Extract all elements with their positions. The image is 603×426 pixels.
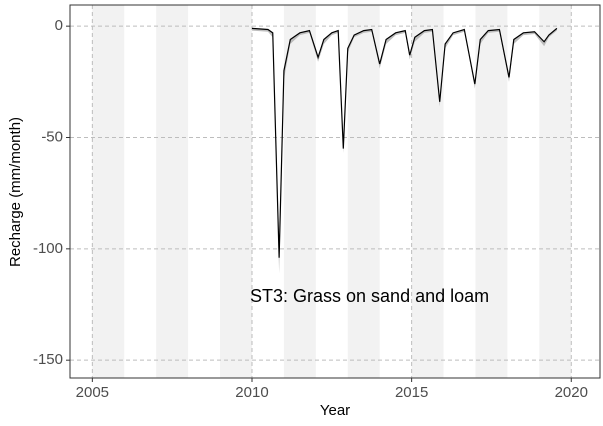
- year-band: [539, 5, 572, 378]
- x-tick-label: 2020: [555, 384, 588, 401]
- y-tick-label: -50: [41, 128, 63, 145]
- line: [251, 27, 558, 258]
- y-tick-label: 0: [55, 17, 63, 34]
- x-tick-label: 2010: [235, 384, 268, 401]
- y-axis-label: Recharge (mm/month): [7, 117, 24, 267]
- y-tick-label: -150: [33, 351, 63, 368]
- x-axis-label: Year: [320, 402, 350, 419]
- year-band: [92, 5, 125, 378]
- y-tick-label: -100: [33, 240, 63, 257]
- year-band: [283, 5, 316, 378]
- year-band: [411, 5, 444, 378]
- year-band: [475, 5, 508, 378]
- panel-border: [69, 4, 601, 379]
- year-band: [220, 5, 252, 378]
- annotation: ST3: Grass on sand and loam: [250, 286, 489, 306]
- x-tick-label: 2005: [76, 384, 109, 401]
- year-band: [156, 5, 189, 378]
- year-band: [347, 5, 380, 378]
- x-tick-label: 2015: [395, 384, 428, 401]
